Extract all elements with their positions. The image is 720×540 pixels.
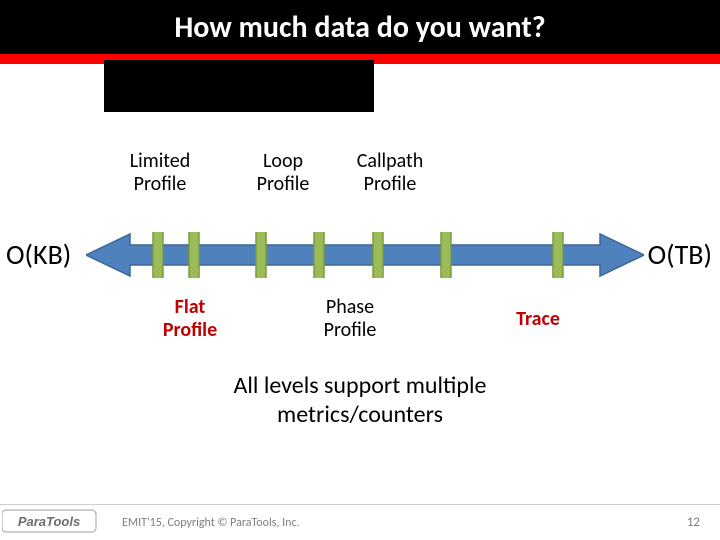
- scale-tick: [314, 232, 324, 278]
- black-panel: [104, 60, 374, 112]
- scale-tick: [373, 232, 383, 278]
- slide-title: How much data do you want?: [174, 9, 545, 46]
- scale-tick: [256, 232, 266, 278]
- scale-right-label: O(TB): [648, 237, 712, 272]
- scale-tick: [189, 232, 199, 278]
- label-trace: Trace: [493, 308, 583, 331]
- footer-copyright: EMIT'15, Copyright © ParaTools, Inc.: [122, 516, 300, 530]
- label-flat-profile: FlatProfile: [140, 296, 240, 342]
- label-limited-profile: LimitedProfile: [110, 150, 210, 196]
- scale-tick: [553, 232, 563, 278]
- label-callpath-profile: CallpathProfile: [335, 150, 445, 196]
- scale-arrow-row: O(KB) O(TB): [0, 232, 720, 278]
- title-bar: How much data do you want?: [0, 0, 720, 54]
- footer: ParaTools EMIT'15, Copyright © ParaTools…: [0, 504, 720, 540]
- scale-tick: [441, 232, 451, 278]
- scale-left-label: O(KB): [6, 237, 71, 272]
- paratools-logo: ParaTools: [2, 506, 98, 536]
- svg-text:ParaTools: ParaTools: [18, 514, 80, 529]
- label-phase-profile: PhaseProfile: [300, 296, 400, 342]
- caption: All levels support multiplemetrics/count…: [0, 372, 720, 430]
- scale-tick: [153, 232, 163, 278]
- double-arrow: [86, 232, 644, 278]
- label-loop-profile: LoopProfile: [238, 150, 328, 196]
- page-number: 12: [687, 515, 700, 530]
